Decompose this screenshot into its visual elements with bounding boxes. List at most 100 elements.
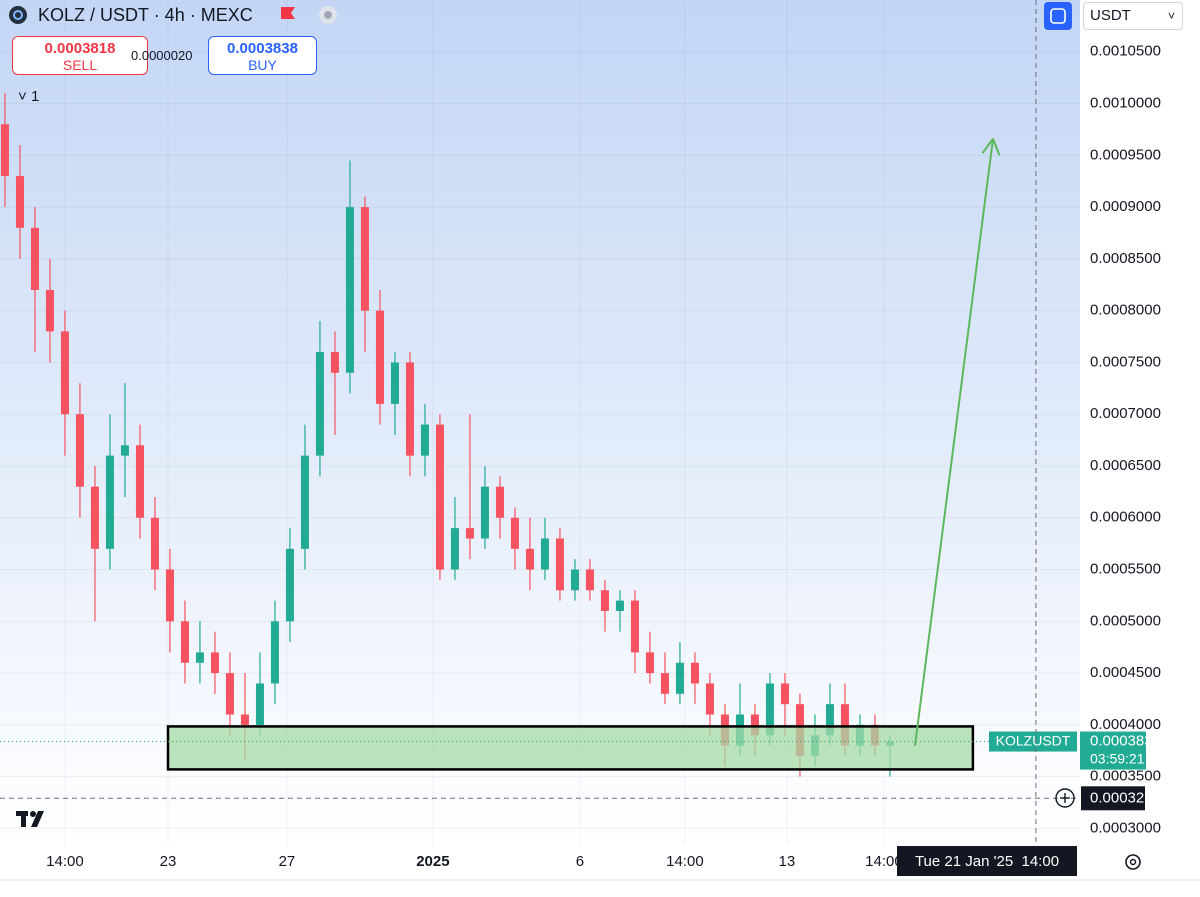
candle-body <box>135 445 144 518</box>
candle-body <box>465 528 474 539</box>
candle-body <box>510 517 519 549</box>
candle-body <box>105 455 114 549</box>
candle-body <box>120 445 129 456</box>
x-tick-label: 14:00 <box>46 853 84 870</box>
flag-icon[interactable] <box>281 7 295 19</box>
currency-select[interactable]: USDT ˅ <box>1083 2 1183 30</box>
buy-label: BUY <box>248 57 277 73</box>
candle-body <box>450 528 459 570</box>
candle-body <box>345 207 354 373</box>
y-tick-label: 0.0003500 <box>1090 768 1161 785</box>
crosshair-price-bg <box>1081 786 1145 811</box>
candle-body <box>45 289 54 332</box>
candle-body <box>840 704 849 746</box>
candle-body <box>480 486 489 539</box>
candle-body <box>420 424 429 456</box>
symbol-tag-bg <box>989 731 1077 752</box>
candle-body <box>360 207 369 311</box>
candle-body <box>315 352 324 456</box>
countdown: 03:59:21 <box>1090 750 1145 766</box>
candle-body <box>570 569 579 591</box>
dropdown-caret: ˅ <box>1167 9 1175 23</box>
y-tick-label: 0.0005500 <box>1090 561 1161 578</box>
candle-body <box>15 176 24 228</box>
support-zone <box>166 725 975 771</box>
candle-body <box>150 517 159 570</box>
candle-body <box>525 548 534 570</box>
x-tick-label: 14:00 <box>666 853 704 870</box>
candle-body <box>690 662 699 684</box>
candle-body <box>765 683 774 736</box>
y-tick-label: 0.0007500 <box>1090 353 1161 370</box>
candle-body <box>285 548 294 622</box>
crosshair-time-bg <box>897 846 1077 876</box>
candle-body <box>255 683 264 725</box>
y-tick-label: 0.0009000 <box>1090 198 1161 215</box>
y-tick-label: 0.0010000 <box>1090 95 1161 112</box>
y-tick-label: 0.0008500 <box>1090 250 1161 267</box>
candle-body <box>90 486 99 549</box>
crosshair-time: Tue 21 Jan '25 14:00 <box>915 853 1059 870</box>
buy-price: 0.0003838 <box>227 40 298 57</box>
compare-button[interactable] <box>1044 2 1072 30</box>
candle-body <box>180 621 189 663</box>
symbol-tag: KOLZUSDT <box>996 732 1071 748</box>
y-tick-label: 0.0010500 <box>1090 43 1161 60</box>
sell-button[interactable]: 0.0003818 SELL <box>12 36 148 75</box>
candle-body <box>75 414 84 487</box>
symbol-title: KOLZ / USDT · 4h · MEXC <box>38 5 253 25</box>
candle-body <box>435 424 444 570</box>
candle-body <box>195 652 204 663</box>
candle-body <box>780 683 789 705</box>
last-price-label: 0.0003839 <box>1090 733 1161 750</box>
candle-body <box>540 538 549 570</box>
candle-body <box>675 662 684 694</box>
arrow-head <box>981 138 994 154</box>
candle-body <box>390 362 399 404</box>
candle-body <box>645 652 654 674</box>
candle-body <box>165 569 174 622</box>
candle-body <box>30 227 39 290</box>
last-price-tag-bg <box>1080 731 1146 770</box>
buy-button[interactable]: 0.0003838 BUY <box>208 36 317 75</box>
x-tick-label: 6 <box>576 853 584 870</box>
candle-body <box>630 600 639 653</box>
candle-body <box>405 362 414 456</box>
candle-body <box>375 310 384 404</box>
candle-body <box>600 590 609 611</box>
y-tick-label: 0.0003000 <box>1090 819 1161 836</box>
x-tick-label: 27 <box>279 853 296 870</box>
y-tick-label: 0.0009500 <box>1090 146 1161 163</box>
candle-body <box>210 652 219 674</box>
candle-body <box>225 673 234 715</box>
symbol-logo <box>9 6 27 24</box>
candle-body <box>585 569 594 591</box>
y-tick-label: 0.0008000 <box>1090 302 1161 319</box>
y-tick-label: 0.0006500 <box>1090 457 1161 474</box>
plot-background <box>0 0 1080 845</box>
x-tick-label: 2025 <box>416 853 449 870</box>
tv-logo <box>16 811 44 827</box>
status-dot <box>324 11 332 19</box>
add-button[interactable] <box>1055 788 1075 808</box>
spread: 0.0000020 <box>131 48 193 63</box>
settings-icon[interactable] <box>1125 854 1141 870</box>
candle-body <box>300 455 309 549</box>
indicator-toggle[interactable]: ˅ 1 <box>18 88 40 105</box>
indicator-count: 1 <box>30 88 40 105</box>
y-tick-label: 0.0004000 <box>1090 716 1161 733</box>
candle-body <box>555 538 564 591</box>
target-arrow <box>914 138 994 746</box>
candle-body <box>615 600 624 611</box>
candle-body <box>825 704 834 736</box>
y-tick-label: 0.0006000 <box>1090 509 1161 526</box>
x-tick-label: 13 <box>779 853 796 870</box>
candle-body <box>660 673 669 694</box>
candle-body <box>270 621 279 684</box>
y-tick-label: 0.0004500 <box>1090 664 1161 681</box>
sell-label: SELL <box>62 57 98 73</box>
arrow-head <box>992 138 1001 156</box>
x-tick-label: 23 <box>160 853 177 870</box>
